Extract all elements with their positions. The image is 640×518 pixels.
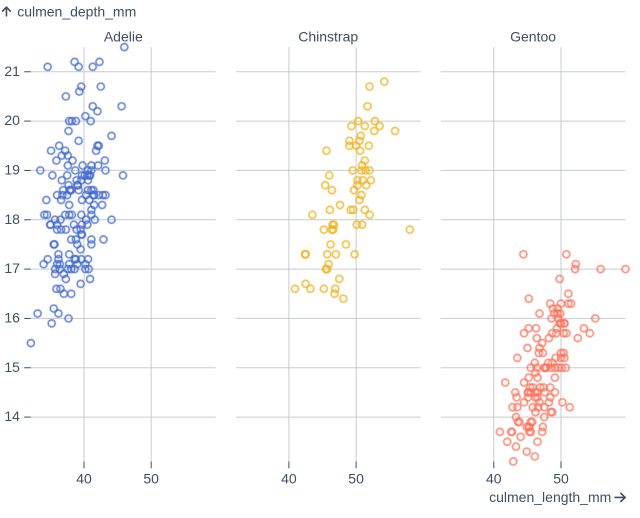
svg-text:40: 40 bbox=[281, 471, 297, 487]
svg-text:Chinstrap: Chinstrap bbox=[298, 28, 358, 44]
svg-text:culmen_length_mm: culmen_length_mm bbox=[489, 489, 611, 505]
svg-text:17: 17 bbox=[4, 260, 20, 276]
svg-text:21: 21 bbox=[4, 63, 20, 79]
svg-text:culmen_depth_mm: culmen_depth_mm bbox=[17, 4, 136, 20]
svg-text:40: 40 bbox=[486, 471, 502, 487]
svg-text:18: 18 bbox=[4, 211, 20, 227]
svg-text:20: 20 bbox=[4, 112, 20, 128]
svg-text:15: 15 bbox=[4, 359, 20, 375]
svg-text:40: 40 bbox=[76, 471, 92, 487]
svg-text:50: 50 bbox=[553, 471, 569, 487]
svg-text:Adelie: Adelie bbox=[104, 28, 143, 44]
svg-text:19: 19 bbox=[4, 161, 20, 177]
svg-text:14: 14 bbox=[4, 408, 20, 424]
svg-text:16: 16 bbox=[4, 309, 20, 325]
svg-text:50: 50 bbox=[348, 471, 364, 487]
svg-text:Gentoo: Gentoo bbox=[510, 28, 556, 44]
svg-text:50: 50 bbox=[143, 471, 159, 487]
